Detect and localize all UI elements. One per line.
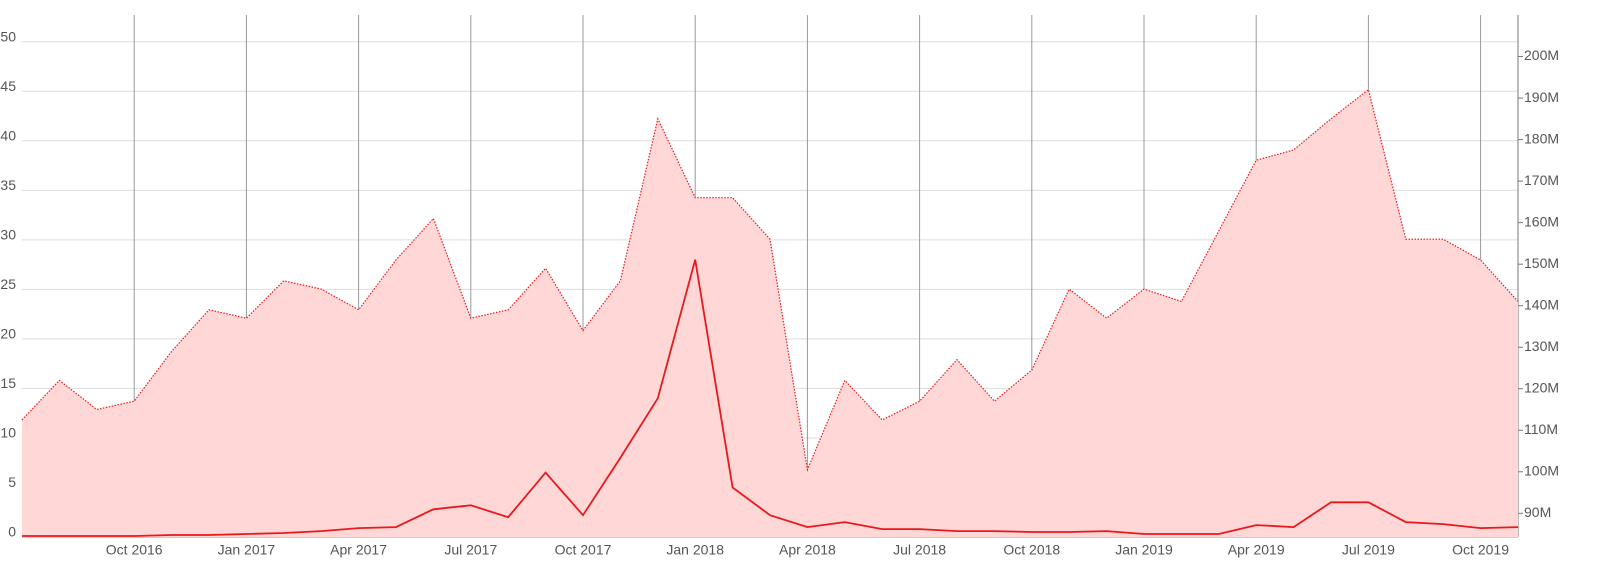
x-tick-label: Oct 2019 [1452, 542, 1509, 558]
y2-tick-label: 170M [1524, 172, 1559, 188]
y-tick-label: 5 [8, 474, 16, 490]
x-tick-label: Jan 2017 [218, 542, 276, 558]
y-tick-label: 15 [0, 375, 16, 391]
y2-tick-label: 180M [1524, 130, 1559, 146]
y2-tick-label: 120M [1524, 379, 1559, 395]
y-tick-label: 20 [0, 326, 16, 342]
x-tick-label: Oct 2016 [106, 542, 163, 558]
y2-tick-label: 160M [1524, 213, 1559, 229]
x-tick-label: Jan 2019 [1115, 542, 1173, 558]
x-tick-label: Apr 2017 [330, 542, 387, 558]
y-tick-label: 30 [0, 227, 16, 243]
line [21, 88, 1519, 472]
x-tick-label: Apr 2018 [779, 542, 836, 558]
y-tick-label: 0 [8, 524, 16, 540]
line [22, 259, 1519, 537]
y2-tick-label: 140M [1524, 296, 1559, 312]
y2-tick-label: 190M [1524, 89, 1559, 105]
y2-tick-label: 110M [1524, 421, 1558, 437]
area [22, 89, 1518, 537]
y2-tick-label: 90M [1524, 504, 1551, 520]
y-tick-label: 40 [0, 127, 16, 143]
y-tick-label: 35 [0, 177, 16, 193]
y-tick-label: 25 [0, 276, 16, 292]
y-tick-label: 10 [0, 425, 16, 441]
x-tick-label: Jul 2017 [444, 542, 497, 558]
y2-tick-label: 150M [1524, 255, 1559, 271]
y-tick-label: 45 [0, 78, 16, 94]
x-tick-label: Apr 2019 [1228, 542, 1285, 558]
y-tick-label: 50 [0, 28, 16, 44]
y2-tick-label: 130M [1524, 338, 1559, 354]
y2-tick-label: 200M [1524, 47, 1559, 63]
x-tick-label: Oct 2018 [1003, 542, 1060, 558]
x-tick-label: Jul 2019 [1342, 542, 1395, 558]
x-tick-label: Jan 2018 [666, 542, 724, 558]
x-tick-label: Oct 2017 [555, 542, 612, 558]
x-tick-label: Jul 2018 [893, 542, 946, 558]
y2-tick-label: 100M [1524, 463, 1559, 479]
